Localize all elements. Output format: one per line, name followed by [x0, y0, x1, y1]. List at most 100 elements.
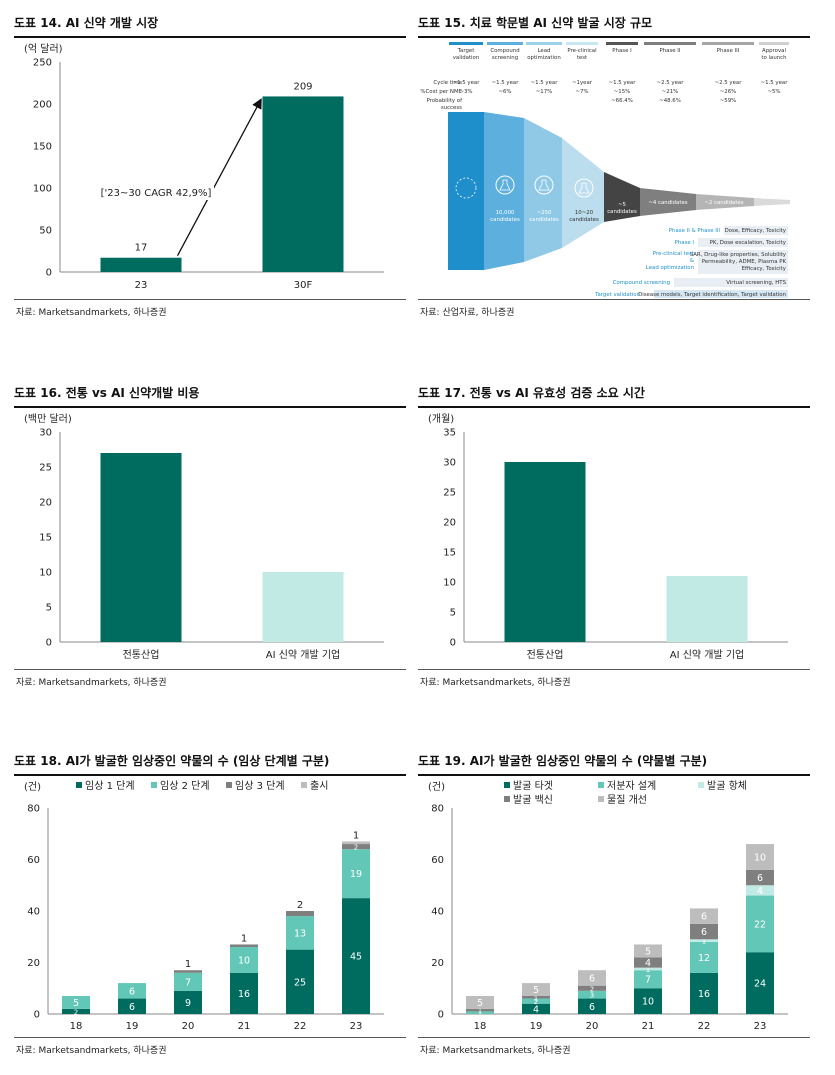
- stage-label: screening: [492, 55, 518, 61]
- fig19-bar-4-5: [746, 844, 774, 870]
- source-rule: [14, 299, 406, 300]
- cycle-time-value: ~1.5 year: [492, 80, 520, 86]
- fig19-bar-4-0: [466, 995, 494, 1009]
- cycle-time-value: ~1.5 year: [609, 80, 637, 86]
- fig19-y-tick-label: 40: [431, 907, 444, 918]
- fig19-bar-0-4: [690, 972, 718, 1014]
- fig18-bar-3-5: [342, 841, 370, 845]
- fig14-cagr-annotation: ['23~30 CAGR 42,9%]: [101, 188, 212, 199]
- fig17-x-tick-label: 전통산업: [527, 648, 564, 661]
- fig19-data-label: 1: [646, 966, 650, 974]
- row-label: Probability of: [427, 98, 463, 104]
- fig18-legend-swatch: [226, 782, 232, 788]
- fig18-bar-0-1: [118, 998, 146, 1014]
- flask-icon: [499, 179, 511, 191]
- stage-header-bar: [702, 42, 754, 45]
- fig18-y-tick-label: 20: [27, 958, 40, 969]
- application-box: [698, 238, 788, 247]
- fig19-data-label: 12: [698, 953, 710, 964]
- fig19-bar-4-2: [578, 970, 606, 986]
- candidate-label: candidates: [529, 217, 559, 223]
- fig19-data-label: 5: [533, 985, 539, 996]
- cost-value: ~26%: [720, 89, 737, 95]
- fig16-chart: (백만 달러) 0 5 10 15 20 25 30 전통산업 AI 신약 개발 기업: [24, 413, 384, 661]
- application-desc: Virtual screening, HTS: [726, 280, 786, 286]
- fig18-y-tick-label: 40: [27, 907, 40, 918]
- fig15-source: 자료: 산업자료, 하나증권: [420, 308, 515, 318]
- stage-header-bar: [487, 42, 523, 45]
- fig19-bar-2-5: [746, 885, 774, 896]
- fig18-unit-label: (건): [24, 781, 41, 793]
- fig18-bar-1-2: [174, 972, 202, 991]
- probability-value: ~48.6%: [659, 98, 681, 104]
- stage-label: optimization: [527, 55, 561, 61]
- fig19-data-label: 1: [478, 1010, 482, 1018]
- fig17-y-tick-label: 30: [443, 458, 456, 469]
- stage-label: Pre-clinical: [567, 48, 596, 54]
- fig19-legend-swatch: [698, 782, 704, 788]
- flask-icon: [574, 178, 594, 198]
- fig18-bar-2-4: [286, 911, 314, 917]
- stage-label: Lead: [538, 48, 551, 54]
- stage-label: Compound: [490, 48, 519, 54]
- application-stage: &: [690, 258, 695, 264]
- funnel-target-validation: [448, 112, 484, 270]
- application-stage: Compound screening: [613, 280, 670, 286]
- fig16-panel: 도표 16. 전통 vs AI 신약개발 비용 (백만 달러) 0 5 10 15 20 2…: [14, 384, 406, 694]
- fig16-y-tick-label: 25: [39, 463, 52, 474]
- fig19-y-tick-label: 60: [431, 855, 444, 866]
- fig18-legend-swatch: [151, 782, 157, 788]
- title-rule: [14, 774, 406, 776]
- stage-label: Phase III: [717, 48, 740, 54]
- fig14-x-tick-label: 30F: [294, 280, 313, 291]
- cost-value: ~21%: [662, 89, 679, 95]
- fig19-legend-label: 발굴 항체: [707, 780, 747, 792]
- source-rule: [418, 1037, 810, 1038]
- fig16-bar-1: [262, 572, 344, 642]
- fig19-data-label: 1: [534, 994, 538, 1002]
- fig14-y-tick-label: 250: [33, 58, 52, 69]
- fig18-data-label: 6: [129, 986, 135, 997]
- fig16-y-tick-label: 15: [39, 533, 52, 544]
- stage-label: to launch: [761, 55, 786, 61]
- fig19-bar-3-0: [466, 1008, 494, 1012]
- row-label: Cycle time: [433, 80, 462, 86]
- source-rule: [14, 1037, 406, 1038]
- fig19-data-label: 4: [645, 958, 651, 969]
- fig19-data-label: 24: [754, 979, 766, 990]
- fig14-annotation-bg: [98, 184, 214, 200]
- fig19-data-label: 1: [702, 938, 706, 946]
- fig18-bar-2-5: [342, 844, 370, 850]
- application-box: [674, 278, 788, 287]
- fig14-bar-0: [100, 257, 182, 272]
- fig18-legend-label: 임상 1 단계: [85, 779, 135, 792]
- fig14-unit-label: (억 달러): [24, 43, 63, 55]
- fig19-data-label: 10: [754, 852, 766, 863]
- funnel-approval: [754, 198, 790, 206]
- fig19-data-label: 5: [477, 998, 483, 1009]
- fig18-x-tick-label: 20: [182, 1021, 195, 1032]
- fig14-title: 도표 14. AI 신약 개발 시장: [14, 16, 159, 30]
- fig14-y-tick-label: 200: [33, 100, 52, 111]
- fig18-bar-1-5: [342, 849, 370, 899]
- molecule-icon: [455, 177, 477, 199]
- fig18-bar-2-3: [230, 944, 258, 948]
- title-rule: [418, 774, 810, 776]
- candidate-label: 10,000: [496, 210, 515, 216]
- source-rule: [418, 669, 810, 670]
- fig19-bar-3-3: [634, 957, 662, 968]
- fig19-data-label: 2: [534, 998, 538, 1006]
- title-rule: [14, 406, 406, 408]
- fig19-x-tick-label: 22: [698, 1021, 711, 1032]
- fig18-data-label: 9: [185, 998, 191, 1009]
- fig19-bar-3-5: [746, 869, 774, 886]
- application-stage: Target validation: [594, 292, 640, 298]
- funnel-compound-screening: [484, 112, 524, 270]
- fig17-y-tick-label: 25: [443, 488, 456, 499]
- cycle-time-value: ~1.5 year: [531, 80, 559, 86]
- fig17-title: 도표 17. 전통 vs AI 유효성 검증 소요 시간: [418, 386, 645, 400]
- fig19-bar-1-1: [522, 998, 550, 1004]
- fig19-x-tick-label: 18: [474, 1021, 487, 1032]
- cycle-time-value: ~2.5 year: [657, 80, 685, 86]
- fig19-data-label: 22: [754, 919, 766, 930]
